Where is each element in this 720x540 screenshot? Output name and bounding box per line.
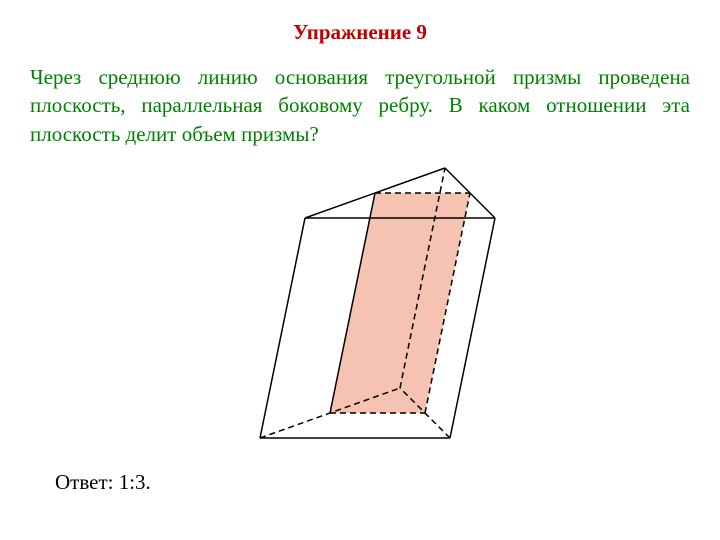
answer-text: Ответ: 1:3.: [55, 470, 690, 495]
exercise-title: Упражнение 9: [30, 20, 690, 45]
problem-text: Через среднюю линию основания треугольно…: [30, 63, 690, 148]
answer-value: 1:3.: [119, 470, 151, 494]
prism-diagram: [160, 158, 560, 458]
answer-label: Ответ:: [55, 470, 113, 494]
